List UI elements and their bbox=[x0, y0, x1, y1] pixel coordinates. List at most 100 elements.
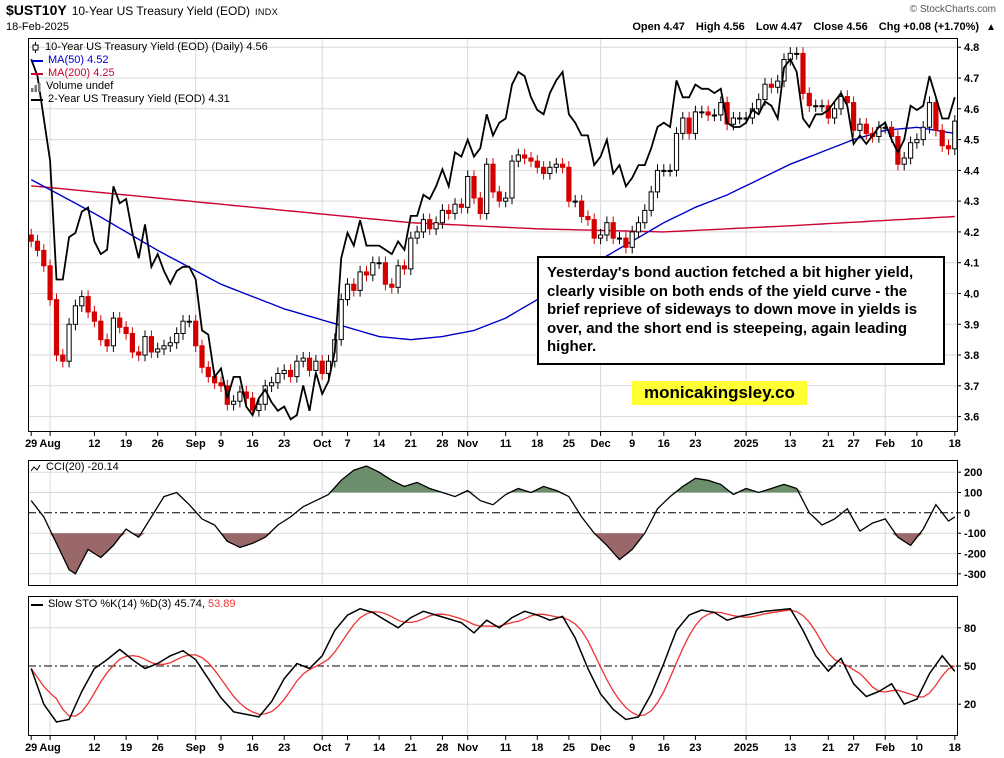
svg-text:16: 16 bbox=[658, 438, 670, 450]
svg-text:9: 9 bbox=[629, 438, 635, 450]
svg-text:27: 27 bbox=[847, 742, 859, 754]
change-up-arrow-icon: ▲ bbox=[986, 22, 996, 33]
svg-text:20: 20 bbox=[964, 699, 976, 711]
legend-volume-row: Volume undef bbox=[31, 80, 268, 93]
svg-text:200: 200 bbox=[964, 467, 982, 479]
stockcharts-copyright: © StockCharts.com bbox=[909, 4, 996, 15]
svg-text:2025: 2025 bbox=[734, 438, 758, 450]
chart-header: $UST10Y 10-Year US Treasury Yield (EOD) IN… bbox=[6, 2, 996, 19]
open-label: Open bbox=[632, 21, 661, 33]
open-value: 4.47 bbox=[663, 21, 685, 33]
svg-text:Aug: Aug bbox=[39, 742, 60, 754]
legend-cci-label: CCI(20) -20.14 bbox=[46, 461, 119, 473]
main-price-chart: 3.6 3.7 3.8 3.9 4.0 4.1 4.2 4.3 4.4 4.5 4.6 4.7 4.8 2… bbox=[25, 38, 980, 450]
svg-text:-200: -200 bbox=[964, 549, 986, 561]
svg-text:26: 26 bbox=[152, 438, 164, 450]
svg-text:50: 50 bbox=[964, 661, 976, 673]
svg-text:14: 14 bbox=[373, 742, 386, 754]
svg-text:23: 23 bbox=[689, 742, 701, 754]
svg-text:4.8: 4.8 bbox=[964, 42, 979, 54]
svg-text:13: 13 bbox=[784, 438, 796, 450]
svg-text:9: 9 bbox=[629, 742, 635, 754]
legend-2y-row: 2-Year US Treasury Yield (EOD) 4.31 bbox=[31, 93, 268, 106]
exchange-tag: INDX bbox=[255, 7, 279, 17]
svg-text:4.7: 4.7 bbox=[964, 73, 979, 85]
svg-text:Sep: Sep bbox=[186, 742, 206, 754]
svg-text:0: 0 bbox=[964, 508, 970, 520]
svg-text:10: 10 bbox=[911, 742, 923, 754]
svg-text:23: 23 bbox=[278, 742, 290, 754]
svg-text:21: 21 bbox=[405, 742, 417, 754]
svg-text:4.6: 4.6 bbox=[964, 104, 979, 116]
svg-text:4.1: 4.1 bbox=[964, 258, 979, 270]
sto-k-value: 45.74, bbox=[174, 598, 205, 610]
svg-text:10: 10 bbox=[911, 438, 923, 450]
svg-text:3.6: 3.6 bbox=[964, 412, 979, 424]
ohlc-quote: Open 4.47 High 4.56 Low 4.47 Close 4.56 Chg +… bbox=[624, 21, 996, 33]
stochastic-legend: Slow STO %K(14) %D(3) 45.74, 53.89 bbox=[31, 598, 236, 611]
svg-text:Feb: Feb bbox=[875, 742, 895, 754]
svg-text:19: 19 bbox=[120, 438, 132, 450]
svg-text:14: 14 bbox=[373, 438, 386, 450]
svg-text:16: 16 bbox=[246, 742, 258, 754]
legend-price-row: 10-Year US Treasury Yield (EOD) (Daily) … bbox=[31, 41, 268, 54]
cci-legend: CCI(20) -20.14 bbox=[31, 461, 119, 474]
svg-text:3.7: 3.7 bbox=[964, 381, 979, 393]
svg-text:3.9: 3.9 bbox=[964, 319, 979, 331]
svg-text:21: 21 bbox=[822, 742, 834, 754]
svg-text:25: 25 bbox=[563, 742, 575, 754]
legend-sto-row: Slow STO %K(14) %D(3) 45.74, 53.89 bbox=[31, 598, 236, 611]
candlestick-icon bbox=[32, 42, 39, 53]
svg-text:80: 80 bbox=[964, 623, 976, 635]
legend-ma200-label: MA(200) 4.25 bbox=[48, 67, 115, 79]
indicator-line-icon bbox=[31, 464, 41, 471]
page-title: 10-Year US Treasury Yield (EOD) bbox=[71, 4, 250, 18]
svg-text:2025: 2025 bbox=[734, 742, 758, 754]
legend-price-label: 10-Year US Treasury Yield (EOD) (Daily) … bbox=[45, 41, 268, 53]
svg-text:28: 28 bbox=[436, 438, 448, 450]
cci-indicator-panel: 200 100 0 -100 -200 -300 bbox=[28, 460, 986, 586]
svg-text:-100: -100 bbox=[964, 528, 986, 540]
svg-text:23: 23 bbox=[689, 438, 701, 450]
legend-ma50-row: MA(50) 4.52 bbox=[31, 54, 268, 67]
svg-text:4.0: 4.0 bbox=[964, 289, 979, 301]
ma200-line-swatch-icon bbox=[31, 72, 43, 75]
legend-2y-label: 2-Year US Treasury Yield (EOD) 4.31 bbox=[48, 93, 230, 105]
svg-text:18: 18 bbox=[949, 438, 961, 450]
legend-sto-label: Slow STO %K(14) %D(3) bbox=[48, 598, 172, 610]
svg-text:Oct: Oct bbox=[313, 438, 332, 450]
svg-text:16: 16 bbox=[246, 438, 258, 450]
low-value: 4.47 bbox=[780, 21, 803, 33]
ma50-line-swatch-icon bbox=[31, 59, 43, 62]
high-value: 4.56 bbox=[723, 21, 745, 33]
svg-text:7: 7 bbox=[344, 742, 350, 754]
svg-text:18: 18 bbox=[949, 742, 961, 754]
svg-text:28: 28 bbox=[436, 742, 448, 754]
legend-ma200-row: MA(200) 4.25 bbox=[31, 67, 268, 80]
close-value: 4.56 bbox=[846, 21, 868, 33]
svg-text:12: 12 bbox=[88, 438, 100, 450]
low-label: Low bbox=[755, 21, 778, 33]
two-year-line-swatch-icon bbox=[31, 98, 43, 101]
legend-volume-label: Volume undef bbox=[46, 80, 114, 92]
svg-text:13: 13 bbox=[784, 742, 796, 754]
stochastic-indicator-panel: 80 50 20 29 Aug 12 19 26 Sep 9 16 23 Oct 7 14 21 28 Nov 11… bbox=[25, 596, 976, 754]
close-label: Close bbox=[813, 21, 844, 33]
svg-text:11: 11 bbox=[500, 438, 512, 450]
svg-text:7: 7 bbox=[344, 438, 350, 450]
symbol: $UST10Y bbox=[6, 2, 67, 18]
svg-text:4.3: 4.3 bbox=[964, 196, 979, 208]
quote-row: 18-Feb-2025 Open 4.47 High 4.56 Low 4.47 Cl… bbox=[6, 21, 996, 36]
svg-text:27: 27 bbox=[847, 438, 859, 450]
svg-text:Oct: Oct bbox=[313, 742, 332, 754]
change-value: +0.08 (+1.70%) bbox=[903, 21, 980, 33]
annotation-box: Yesterday's bond auction fetched a bit h… bbox=[537, 256, 945, 365]
svg-text:Sep: Sep bbox=[186, 438, 206, 450]
high-label: High bbox=[695, 21, 721, 33]
svg-text:Nov: Nov bbox=[457, 742, 479, 754]
svg-text:26: 26 bbox=[152, 742, 164, 754]
svg-text:18: 18 bbox=[531, 742, 543, 754]
svg-text:21: 21 bbox=[822, 438, 834, 450]
svg-text:18: 18 bbox=[531, 438, 543, 450]
svg-text:4.5: 4.5 bbox=[964, 135, 979, 147]
